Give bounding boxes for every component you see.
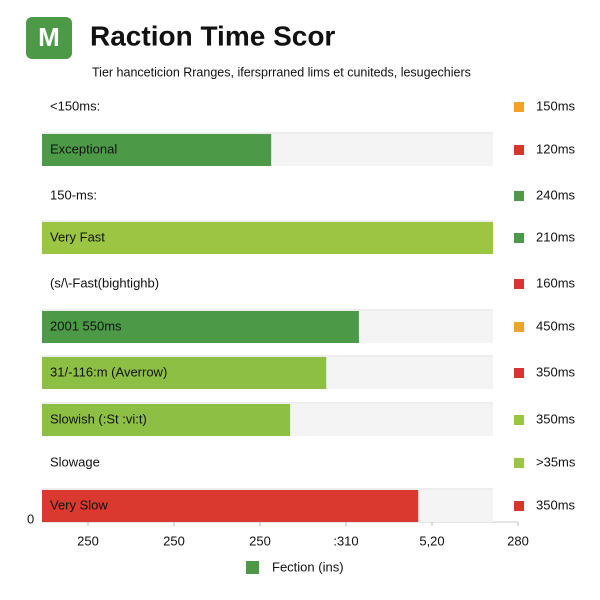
x-tick-label: 5,20 (419, 533, 444, 548)
side-label: 150ms (536, 98, 576, 113)
side-marker (514, 501, 524, 511)
side-marker (514, 279, 524, 289)
logo: M (38, 22, 60, 52)
side-marker (514, 233, 524, 243)
side-label: 240ms (536, 187, 576, 202)
category-label: 150-ms: (50, 187, 97, 202)
side-marker (514, 102, 524, 112)
side-label: 120ms (536, 141, 576, 156)
side-marker (514, 145, 524, 155)
side-marker (514, 458, 524, 468)
category-label: (s/\-Fast(bightighb) (50, 275, 159, 290)
side-label: 210ms (536, 229, 576, 244)
category-label: Very Slow (50, 497, 108, 512)
bar (42, 311, 359, 343)
side-marker (514, 322, 524, 332)
legend-swatch (246, 561, 259, 574)
side-label: 450ms (536, 318, 576, 333)
category-label: 31/-116:m (Averrow) (50, 364, 167, 379)
bar (42, 490, 419, 522)
side-marker (514, 368, 524, 378)
category-label: Slowage (50, 454, 100, 469)
bar (42, 134, 272, 166)
chart-title: Raction Time Scor (90, 20, 335, 51)
side-marker (514, 415, 524, 425)
category-label: Slowish (:St :vi:t) (50, 411, 147, 426)
x-tick-label: 250 (163, 533, 185, 548)
side-marker (514, 191, 524, 201)
bar (42, 404, 291, 436)
x-tick-label: :310 (333, 533, 358, 548)
category-label: Exceptional (50, 141, 117, 156)
bar (42, 357, 327, 389)
side-label: 350ms (536, 411, 576, 426)
bar (42, 222, 494, 254)
side-label: >35ms (536, 454, 576, 469)
origin-label: 0 (27, 511, 34, 526)
category-label: Very Fast (50, 229, 105, 244)
side-label: 350ms (536, 364, 576, 379)
legend-label: Fection (ins) (272, 559, 344, 574)
category-label: 2001 550ms (50, 318, 122, 333)
x-tick-label: 250 (249, 533, 271, 548)
side-label: 350ms (536, 497, 576, 512)
x-tick-label: 280 (507, 533, 529, 548)
category-label: <150ms: (50, 98, 100, 113)
logo-box (26, 17, 72, 59)
subtitle: Tier hanceticion Rranges, ifersprraned l… (92, 65, 471, 79)
side-label: 160ms (536, 275, 576, 290)
x-tick-label: 250 (77, 533, 99, 548)
